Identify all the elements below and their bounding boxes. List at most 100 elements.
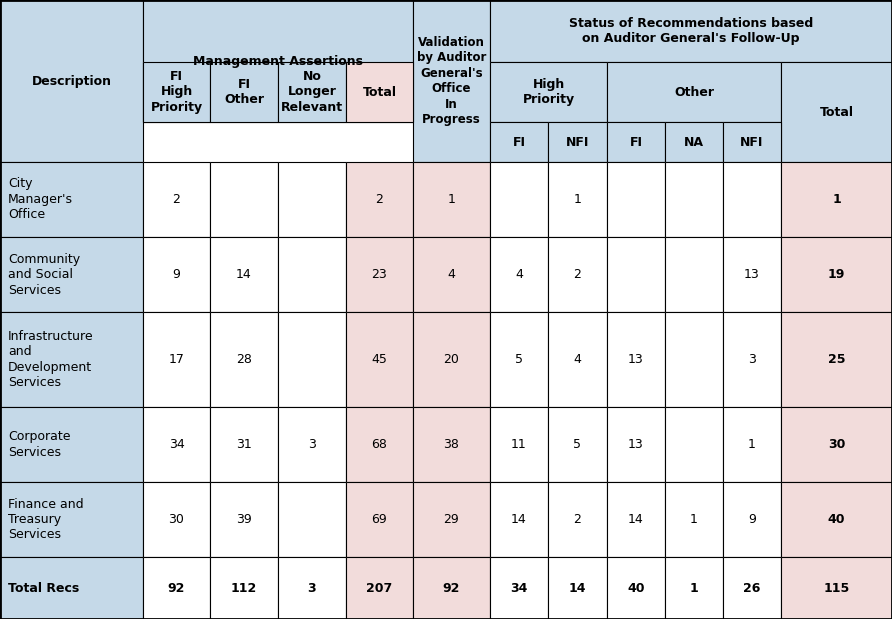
Bar bbox=[210, 62, 278, 122]
Bar bbox=[278, 407, 346, 482]
Bar bbox=[278, 557, 346, 619]
Bar bbox=[0, 237, 143, 312]
Bar bbox=[490, 237, 548, 312]
Bar bbox=[548, 122, 607, 162]
Text: 26: 26 bbox=[743, 581, 761, 594]
Bar bbox=[490, 62, 607, 122]
Bar bbox=[413, 237, 490, 312]
Text: 34: 34 bbox=[169, 438, 185, 451]
Text: 14: 14 bbox=[236, 268, 252, 281]
Bar bbox=[607, 62, 781, 122]
Bar bbox=[346, 407, 413, 482]
Bar bbox=[143, 0, 413, 122]
Text: Total: Total bbox=[820, 105, 854, 118]
Text: 29: 29 bbox=[443, 513, 459, 526]
Text: 2: 2 bbox=[574, 268, 582, 281]
Text: 40: 40 bbox=[828, 513, 846, 526]
Bar bbox=[0, 312, 143, 407]
Text: Infrastructure
and
Development
Services: Infrastructure and Development Services bbox=[8, 330, 94, 389]
Bar bbox=[346, 312, 413, 407]
Text: 28: 28 bbox=[236, 353, 252, 366]
Text: 92: 92 bbox=[168, 581, 186, 594]
Bar bbox=[413, 557, 490, 619]
Bar bbox=[143, 312, 210, 407]
Bar bbox=[210, 162, 278, 237]
Text: 4: 4 bbox=[515, 268, 523, 281]
Text: 30: 30 bbox=[828, 438, 846, 451]
Bar bbox=[413, 0, 490, 162]
Bar bbox=[723, 162, 781, 237]
Bar bbox=[781, 407, 892, 482]
Bar bbox=[607, 407, 665, 482]
Bar bbox=[0, 407, 143, 482]
Bar bbox=[665, 312, 723, 407]
Bar bbox=[143, 557, 210, 619]
Text: 112: 112 bbox=[231, 581, 257, 594]
Bar bbox=[0, 0, 143, 162]
Text: 31: 31 bbox=[236, 438, 252, 451]
Bar bbox=[490, 557, 548, 619]
Bar bbox=[781, 312, 892, 407]
Text: 9: 9 bbox=[748, 513, 756, 526]
Bar bbox=[490, 557, 548, 619]
Bar bbox=[346, 407, 413, 482]
Bar bbox=[346, 162, 413, 237]
Bar bbox=[607, 122, 665, 162]
Bar bbox=[346, 557, 413, 619]
Bar bbox=[548, 237, 607, 312]
Text: 17: 17 bbox=[169, 353, 185, 366]
Bar bbox=[278, 312, 346, 407]
Bar bbox=[607, 237, 665, 312]
Text: Total: Total bbox=[362, 85, 397, 98]
Bar bbox=[210, 557, 278, 619]
Bar bbox=[143, 162, 210, 237]
Bar bbox=[413, 237, 490, 312]
Bar bbox=[490, 122, 548, 162]
Text: Validation
by Auditor
General's
Office
In
Progress: Validation by Auditor General's Office I… bbox=[417, 36, 486, 126]
Text: 115: 115 bbox=[823, 581, 849, 594]
Bar bbox=[607, 482, 665, 557]
Text: 92: 92 bbox=[442, 581, 460, 594]
Bar bbox=[278, 237, 346, 312]
Text: 45: 45 bbox=[372, 353, 387, 366]
Bar bbox=[278, 557, 346, 619]
Bar bbox=[665, 122, 723, 162]
Text: 68: 68 bbox=[372, 438, 387, 451]
Bar bbox=[781, 482, 892, 557]
Bar bbox=[278, 62, 346, 122]
Bar bbox=[607, 557, 665, 619]
Bar bbox=[723, 162, 781, 237]
Text: No
Longer
Relevant: No Longer Relevant bbox=[281, 70, 343, 114]
Bar bbox=[0, 162, 143, 237]
Bar bbox=[607, 122, 665, 162]
Text: Other: Other bbox=[674, 85, 714, 98]
Bar bbox=[143, 237, 210, 312]
Bar bbox=[665, 237, 723, 312]
Bar bbox=[781, 237, 892, 312]
Bar bbox=[607, 162, 665, 237]
Bar bbox=[665, 312, 723, 407]
Bar bbox=[413, 312, 490, 407]
Text: 5: 5 bbox=[515, 353, 523, 366]
Bar bbox=[607, 312, 665, 407]
Text: 2: 2 bbox=[574, 513, 582, 526]
Bar bbox=[210, 407, 278, 482]
Bar bbox=[0, 482, 143, 557]
Text: 14: 14 bbox=[511, 513, 527, 526]
Text: Total Recs: Total Recs bbox=[8, 581, 79, 594]
Bar bbox=[723, 312, 781, 407]
Bar bbox=[490, 122, 548, 162]
Text: 13: 13 bbox=[628, 353, 644, 366]
Bar bbox=[665, 407, 723, 482]
Bar bbox=[278, 482, 346, 557]
Bar bbox=[278, 482, 346, 557]
Bar bbox=[346, 162, 413, 237]
Text: 11: 11 bbox=[511, 438, 527, 451]
Text: FI
High
Priority: FI High Priority bbox=[151, 70, 202, 114]
Bar bbox=[346, 62, 413, 122]
Bar bbox=[665, 162, 723, 237]
Text: 1: 1 bbox=[748, 438, 756, 451]
Bar bbox=[346, 312, 413, 407]
Text: 14: 14 bbox=[628, 513, 644, 526]
Text: 5: 5 bbox=[574, 438, 582, 451]
